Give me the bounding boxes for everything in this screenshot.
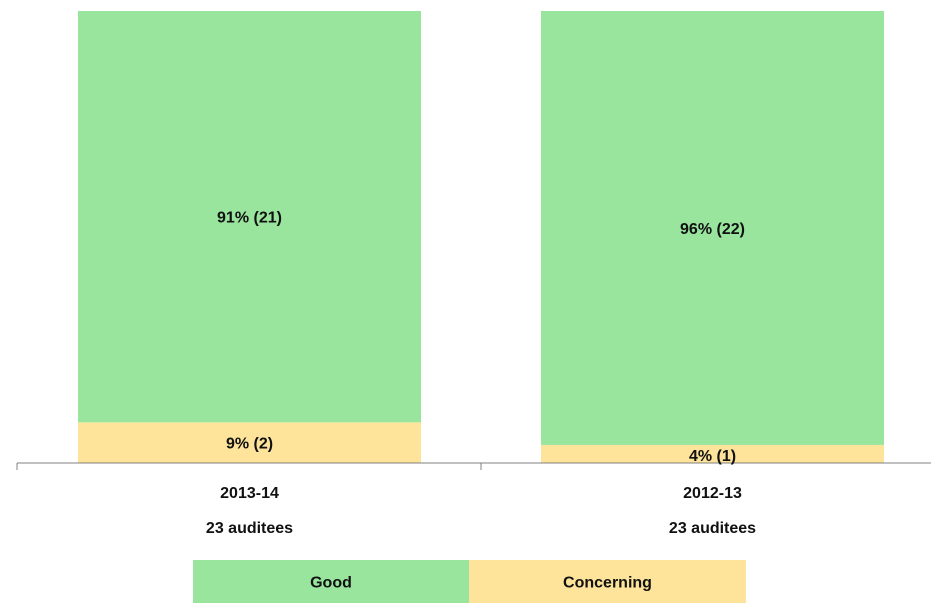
bar-concerning-2013-14: [78, 422, 421, 463]
data-labels: 9% (2) 91% (21) 4% (1) 96% (22): [217, 210, 745, 465]
x-axis: 2013-14 23 auditees 2012-13 23 auditees: [16, 462, 931, 537]
legend-label-good: Good: [310, 575, 352, 592]
x-tick-label-2013-14: 2013-14: [220, 485, 279, 502]
legend-swatch-good: [193, 560, 469, 603]
x-tick-label-2012-13: 2012-13: [683, 485, 742, 502]
bar-good-2013-14: [78, 11, 421, 423]
x-tick-sublabel-2012-13: 23 auditees: [669, 520, 756, 537]
bar-concerning-2012-13: [541, 444, 884, 463]
bar-group: [78, 11, 884, 463]
data-label-good-2012-13: 96% (22): [680, 221, 745, 238]
data-label-concerning-2013-14: 9% (2): [226, 436, 273, 453]
bar-good-2012-13: [541, 11, 884, 445]
legend-swatch-concerning: [469, 560, 746, 603]
data-label-good-2013-14: 91% (21): [217, 210, 282, 227]
x-tick-sublabel-2013-14: 23 auditees: [206, 520, 293, 537]
data-label-concerning-2012-13: 4% (1): [689, 448, 736, 465]
legend-label-concerning: Concerning: [563, 575, 652, 592]
legend: Good Concerning: [193, 560, 746, 603]
